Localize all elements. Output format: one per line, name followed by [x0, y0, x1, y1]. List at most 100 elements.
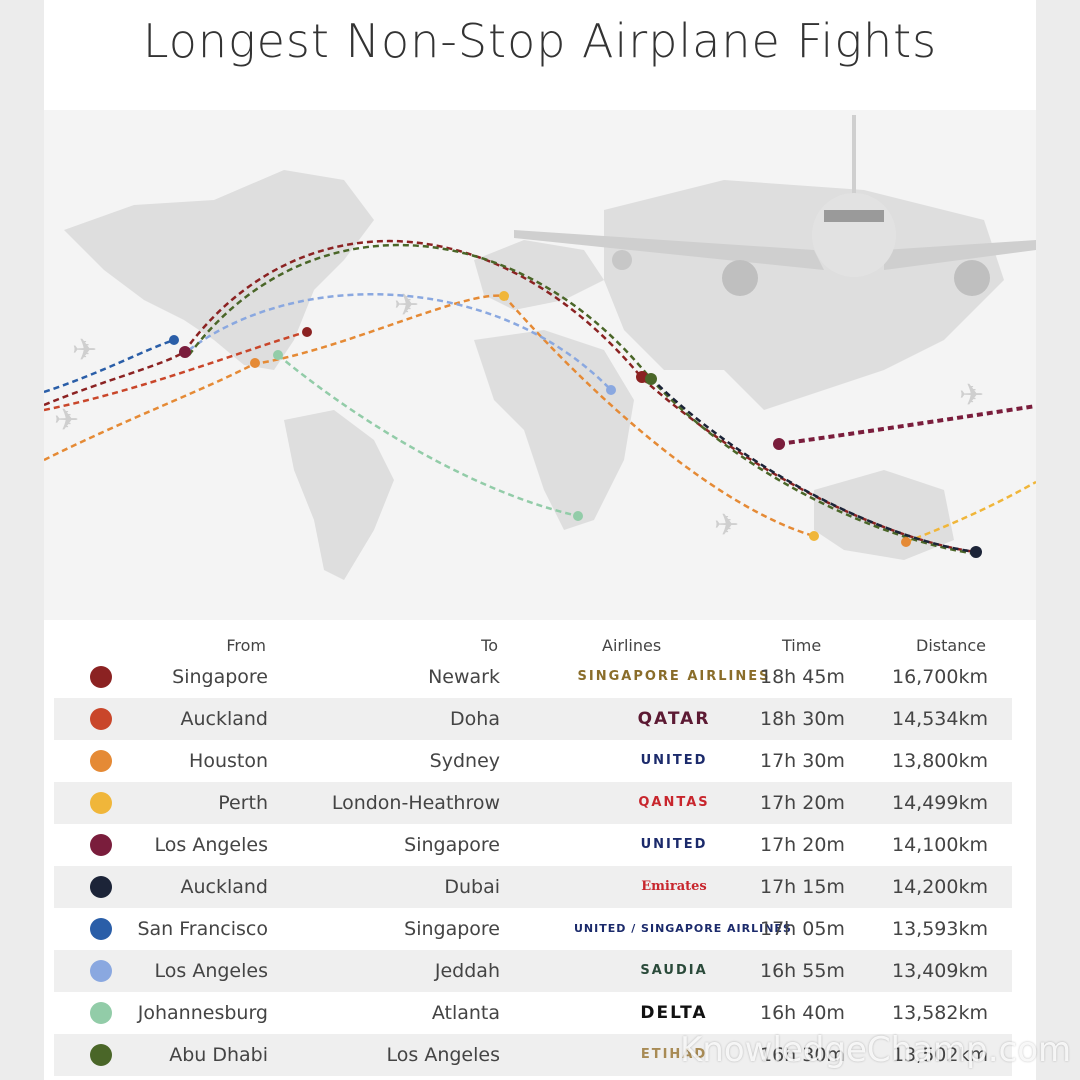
australia [814, 470, 954, 560]
header-airlines: Airlines [602, 636, 662, 655]
table-row: Auckland Dubai Emirates 17h 15m 14,200km [54, 866, 1012, 908]
plane-engine-right [954, 260, 990, 296]
airline-logo: UNITED / SINGAPORE AIRLINES [574, 922, 792, 935]
route-color-dot [90, 792, 112, 814]
airline-logo: QATAR [637, 709, 711, 729]
table-row: Los Angeles Singapore UNITED 17h 20m 14,… [54, 824, 1012, 866]
route-auckland-dubai [650, 377, 977, 554]
africa [474, 330, 634, 530]
airline-logo: QANTAS [638, 795, 710, 810]
table-row: Abu Dhabi Los Angeles ETIHAD 16h 30m 13,… [54, 1034, 1012, 1076]
flight-time: 17h 20m [760, 792, 845, 814]
route-singapore-newark [44, 239, 977, 554]
header-from: From [226, 636, 266, 655]
flight-distance: 14,100km [892, 834, 988, 856]
to-city: Singapore [404, 918, 500, 940]
from-city: Johannesburg [137, 1002, 268, 1024]
city-marker [645, 373, 657, 385]
south-america [284, 410, 394, 580]
flight-time: 17h 20m [760, 834, 845, 856]
from-city: Los Angeles [154, 960, 268, 982]
city-marker [302, 327, 312, 337]
table-row: Houston Sydney UNITED 17h 30m 13,800km [54, 740, 1012, 782]
route-color-dot [90, 666, 112, 688]
small-plane-icons: ✈ ✈ ✈ ✈ ✈ [54, 288, 984, 543]
to-city: Jeddah [434, 960, 500, 982]
city-marker [901, 537, 911, 547]
asia [604, 180, 1004, 410]
flight-time: 16h 40m [760, 1002, 845, 1024]
city-marker [169, 335, 179, 345]
plane-tail [852, 115, 856, 195]
flight-time: 16h 55m [760, 960, 845, 982]
small-plane-icon: ✈ [394, 288, 419, 323]
from-city: Auckland [180, 876, 268, 898]
header-time: Time [782, 636, 822, 655]
city-marker [636, 371, 648, 383]
flight-distance: 13,593km [892, 918, 988, 940]
plane-left-wing [514, 230, 824, 270]
to-city: Newark [428, 666, 500, 688]
from-city: Auckland [180, 708, 268, 730]
city-marker [970, 546, 982, 558]
route-losangeles-singapore [778, 404, 1036, 446]
plane-fuselage [812, 193, 896, 277]
flight-distance: 16,700km [892, 666, 988, 688]
flight-distance: 14,200km [892, 876, 988, 898]
flight-time: 16h 30m [760, 1044, 845, 1066]
flight-time: 18h 45m [760, 666, 845, 688]
city-marker [606, 385, 616, 395]
table-row: Los Angeles Jeddah SAUDIA 16h 55m 13,409… [54, 950, 1012, 992]
route-color-dot [90, 918, 112, 940]
flight-routes [44, 239, 1036, 556]
route-sanfrancisco-singapore [44, 338, 175, 394]
airline-logo: UNITED [640, 753, 708, 768]
flight-distance: 13,800km [892, 750, 988, 772]
route-color-dot [90, 834, 112, 856]
route-losangeles-jeddah [188, 293, 612, 391]
route-johannesburg-atlanta [277, 354, 579, 518]
airline-logo: UNITED [640, 837, 708, 852]
airplane-illustration [514, 115, 1036, 296]
route-map: ✈ ✈ ✈ ✈ ✈ [44, 115, 1036, 580]
small-plane-icon: ✈ [54, 403, 79, 438]
from-city: Perth [218, 792, 268, 814]
north-america [64, 170, 374, 370]
world-map: ✈ ✈ ✈ ✈ ✈ [44, 110, 1036, 620]
route-houston-sydney [44, 294, 815, 538]
small-plane-icon: ✈ [714, 508, 739, 543]
to-city: London-Heathrow [331, 792, 500, 814]
to-city: Atlanta [431, 1002, 500, 1024]
from-city: Houston [189, 750, 268, 772]
airline-logo: SAUDIA [640, 963, 708, 978]
from-city: Los Angeles [154, 834, 268, 856]
airline-logo: DELTA [640, 1003, 708, 1023]
airline-logo: Emirates [641, 879, 707, 894]
plane-right-wing [884, 240, 1036, 270]
from-city: Singapore [172, 666, 268, 688]
plane-windshield [824, 210, 884, 222]
to-city: Dubai [444, 876, 500, 898]
to-city: Los Angeles [386, 1044, 500, 1066]
header-to: To [481, 636, 498, 655]
from-city: Abu Dhabi [169, 1044, 268, 1066]
route-perth-east [905, 480, 1036, 544]
header-distance: Distance [916, 636, 986, 655]
from-city: San Francisco [137, 918, 268, 940]
city-marker [250, 358, 260, 368]
flight-time: 17h 30m [760, 750, 845, 772]
table-row: Singapore Newark SINGAPORE AIRLINES 18h … [54, 656, 1012, 698]
table-row: Auckland Doha QATAR 18h 30m 14,534km [54, 698, 1012, 740]
route-color-dot [90, 1044, 112, 1066]
city-markers [169, 291, 982, 558]
city-marker [273, 350, 283, 360]
table-row: San Francisco Singapore UNITED / SINGAPO… [54, 908, 1012, 950]
route-abudhabi-losangeles [187, 243, 977, 556]
table-row: Perth London-Heathrow QANTAS 17h 20m 14,… [54, 782, 1012, 824]
small-plane-icon: ✈ [72, 333, 97, 368]
flight-distance: 13,502km [892, 1044, 988, 1066]
route-color-dot [90, 708, 112, 730]
airline-logo: SINGAPORE AIRLINES [577, 669, 771, 684]
to-city: Sydney [429, 750, 500, 772]
route-color-dot [90, 876, 112, 898]
